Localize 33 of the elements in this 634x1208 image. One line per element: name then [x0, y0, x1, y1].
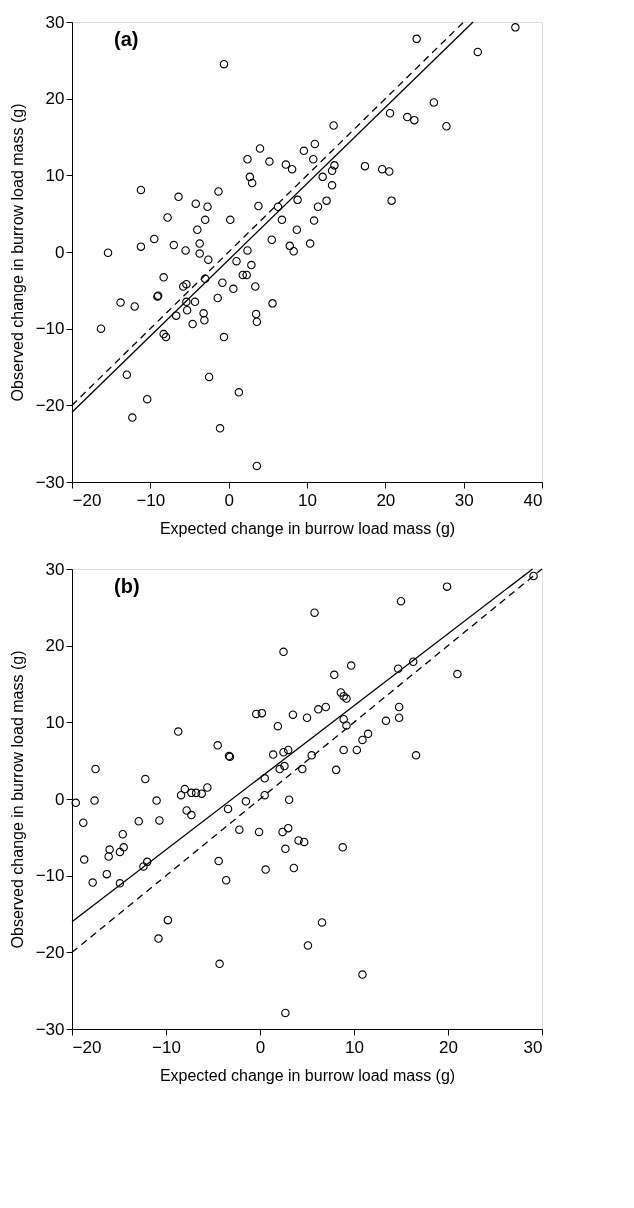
y-tick-label: −10	[35, 319, 65, 339]
x-tick-label: 10	[298, 490, 317, 510]
y-tick-label: 0	[55, 242, 65, 262]
x-tick-label: 20	[439, 1037, 458, 1057]
y-tick-label: 30	[45, 559, 65, 579]
x-tick-label: 10	[345, 1037, 364, 1057]
x-tick-label: −20	[72, 490, 102, 510]
y-tick-label: 20	[45, 89, 65, 109]
x-axis-title: Expected change in burrow load mass (g)	[159, 1066, 456, 1084]
y-tick-label: −20	[35, 942, 65, 962]
annotation: (b)	[114, 575, 140, 597]
x-axis-title: Expected change in burrow load mass (g)	[159, 519, 456, 537]
x-tick-label: −10	[136, 490, 166, 510]
y-axis-title: Observed change in burrow load mass (g)	[8, 650, 26, 949]
y-tick-label: −30	[35, 1019, 65, 1039]
x-tick-label: 0	[224, 490, 234, 510]
y-tick-label: 20	[45, 636, 65, 656]
y-tick-label: 10	[45, 712, 65, 732]
y-tick-label: 10	[45, 165, 65, 185]
x-tick-label: 30	[454, 490, 474, 510]
y-tick-label: −30	[35, 472, 65, 492]
y-tick-label: −20	[35, 395, 65, 415]
y-axis-title: Observed change in burrow load mass (g)	[8, 103, 26, 402]
y-tick-label: 0	[55, 789, 65, 809]
y-tick-label: 30	[45, 12, 65, 32]
x-tick-label: 20	[376, 490, 396, 510]
y-tick-label: −10	[35, 866, 65, 886]
x-tick-label: −20	[72, 1037, 102, 1057]
annotation: (a)	[114, 28, 139, 50]
x-tick-label: 30	[523, 1037, 543, 1057]
x-tick-label: −10	[152, 1037, 181, 1057]
x-tick-label: 40	[523, 490, 543, 510]
x-tick-label: 0	[255, 1037, 266, 1057]
